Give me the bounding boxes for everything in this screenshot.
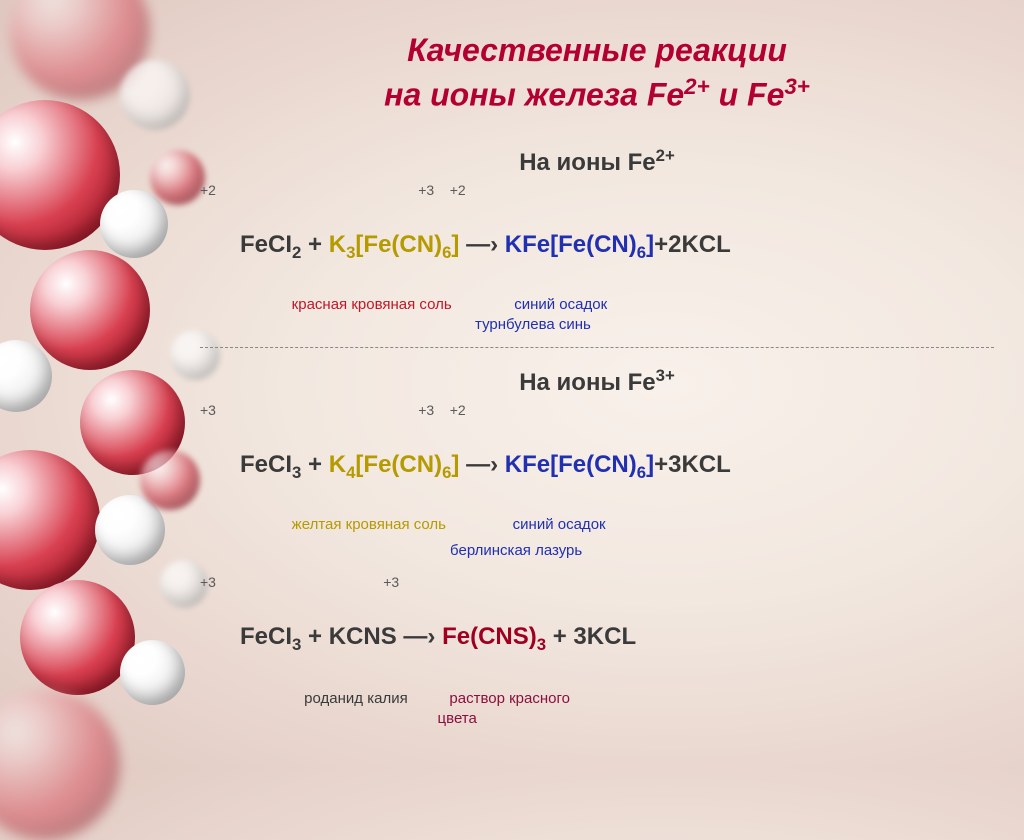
ann-fe3-1b: берлинская лазурь [200, 541, 994, 561]
heading-fe3: На ионы Fe3+ [200, 366, 994, 397]
ann-fe2-2: турнбулева синь [200, 315, 994, 335]
equation-fe3-1: FeCI3 + K4[Fe(CN)6] —› KFe[Fe(CN)6]+3KCL [200, 423, 994, 511]
slide-title: Качественные реакции на ионы железа Fe2+… [200, 30, 994, 116]
ann-fe3-1a: желтая кровяная соль синий осадок [200, 515, 994, 535]
ann-fe3-2a: роданид калия раствор красного [200, 689, 994, 709]
ox-fe3-2: +3 +3 [200, 575, 994, 589]
title-line2: на ионы железа Fe2+ и Fe3+ [200, 72, 994, 116]
equation-fe3-2: FeCI3 + KCNS —› Fe(CNS)3 + 3KCL [200, 595, 994, 683]
ann-fe3-2b: цвета [200, 709, 994, 729]
ox-fe2: +2 +3 +2 [200, 183, 994, 197]
heading-fe2: На ионы Fe2+ [200, 146, 994, 177]
title-line1: Качественные реакции [200, 30, 994, 72]
slide-content: Качественные реакции на ионы железа Fe2+… [200, 30, 994, 730]
separator [200, 347, 994, 348]
molecule-decor [0, 0, 220, 768]
ann-fe2-1: красная кровяная соль синий осадок [200, 295, 994, 315]
equation-fe2: FeCI2 + K3[Fe(CN)6] —› KFe[Fe(CN)6]+2KCL [200, 203, 994, 291]
ox-fe3-1: +3 +3 +2 [200, 403, 994, 417]
